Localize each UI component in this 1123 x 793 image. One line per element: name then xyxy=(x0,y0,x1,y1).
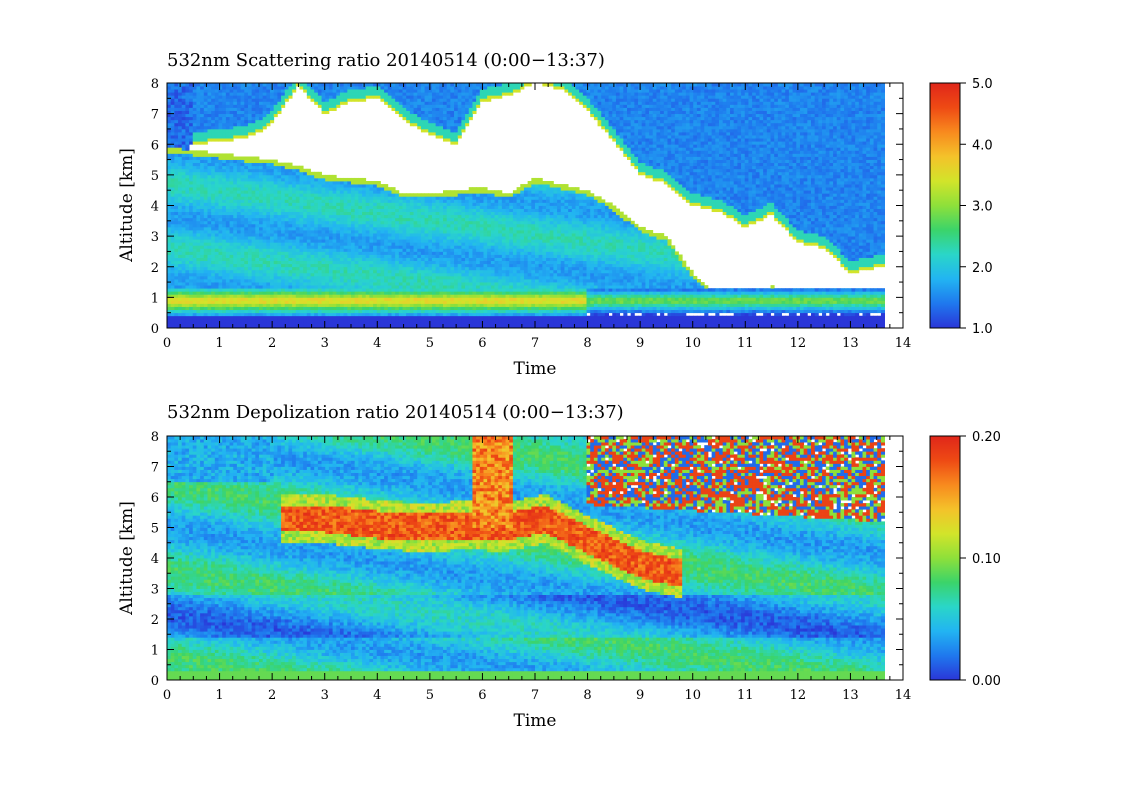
figure: 532nm Scattering ratio 20140514 (0:00−13… xyxy=(0,0,1123,793)
y-tick-label: 3 xyxy=(151,583,159,598)
x-tick-label: 4 xyxy=(373,688,381,703)
y-tick-label: 6 xyxy=(151,138,159,153)
y-tick-label: 8 xyxy=(151,430,159,445)
colorbar-scattering-ticks: 1.0 2.0 3.0 4.0 5.0 xyxy=(960,77,993,337)
x-tick-label: 14 xyxy=(895,688,912,703)
x-tick-label: 11 xyxy=(737,336,754,351)
x-tick-label: 11 xyxy=(737,688,754,703)
x-tick-label: 13 xyxy=(842,688,859,703)
colorbar-depolarization: 0.00 0.10 0.20 xyxy=(930,430,1001,689)
colorbar-tick-label: 5.0 xyxy=(972,77,993,92)
y-axis-label-depolarization: Altitude [km] xyxy=(117,501,137,616)
x-tick-label: 2 xyxy=(268,336,276,351)
x-tick-label: 5 xyxy=(426,688,434,703)
y-tick-label: 3 xyxy=(151,230,159,245)
colorbar-tick-label: 1.0 xyxy=(972,322,993,337)
y-tick-label: 5 xyxy=(151,169,159,184)
x-tick-label: 4 xyxy=(373,336,381,351)
chart-title-scattering: 532nm Scattering ratio 20140514 (0:00−13… xyxy=(167,50,605,71)
colorbar-tick-label: 0.10 xyxy=(972,552,1001,567)
x-axis-label-depolarization: Time xyxy=(514,711,557,731)
y-tick-label: 5 xyxy=(151,522,159,537)
y-tick-label: 7 xyxy=(151,108,159,123)
x-tick-label: 0 xyxy=(163,688,171,703)
x-tick-label: 9 xyxy=(636,688,644,703)
colorbar-tick-label: 2.0 xyxy=(972,261,993,276)
x-tick-label: 2 xyxy=(268,688,276,703)
colorbar-depolarization-ticks: 0.00 0.10 0.20 xyxy=(960,430,1001,689)
y-tick-label: 0 xyxy=(151,674,159,689)
y-axis-label-scattering: Altitude [km] xyxy=(117,148,137,263)
heatmap-depolarization xyxy=(167,436,885,680)
colorbar-depolarization-bar xyxy=(930,436,960,680)
y-tick-label: 4 xyxy=(151,552,159,567)
x-tick-label: 5 xyxy=(426,336,434,351)
colorbar-scattering-bar xyxy=(930,83,960,328)
y-tick-label: 8 xyxy=(151,77,159,92)
x-tick-label: 7 xyxy=(531,688,539,703)
panel-scattering: 532nm Scattering ratio 20140514 (0:00−13… xyxy=(117,50,993,379)
x-tick-label: 0 xyxy=(163,336,171,351)
colorbar-tick-label: 0.20 xyxy=(972,430,1001,445)
colorbar-scattering: 1.0 2.0 3.0 4.0 5.0 xyxy=(930,77,993,337)
x-tick-label: 13 xyxy=(842,336,859,351)
x-tick-label: 10 xyxy=(684,688,701,703)
x-tick-label: 12 xyxy=(790,688,807,703)
y-tick-label: 1 xyxy=(151,291,159,306)
colorbar-tick-label: 0.00 xyxy=(972,674,1001,689)
x-tick-label: 12 xyxy=(790,336,807,351)
y-tick-label: 0 xyxy=(151,322,159,337)
x-axis-label-scattering: Time xyxy=(514,359,557,379)
x-tick-label: 8 xyxy=(583,336,591,351)
x-tick-label: 6 xyxy=(478,336,486,351)
colorbar-tick-label: 4.0 xyxy=(972,138,993,153)
y-tick-label: 6 xyxy=(151,491,159,506)
y-tick-label: 1 xyxy=(151,644,159,659)
x-tick-label: 1 xyxy=(215,336,223,351)
chart-title-depolarization: 532nm Depolization ratio 20140514 (0:00−… xyxy=(167,402,624,423)
x-tick-label: 9 xyxy=(636,336,644,351)
y-tick-label: 2 xyxy=(151,261,159,276)
panel-depolarization: 532nm Depolization ratio 20140514 (0:00−… xyxy=(117,402,1001,731)
x-tick-label: 8 xyxy=(583,688,591,703)
x-tick-label: 6 xyxy=(478,688,486,703)
x-tick-label: 10 xyxy=(684,336,701,351)
x-tick-label: 14 xyxy=(895,336,912,351)
colorbar-tick-label: 3.0 xyxy=(972,200,993,215)
x-tick-label: 3 xyxy=(321,336,329,351)
x-tick-label: 7 xyxy=(531,336,539,351)
x-tick-label: 3 xyxy=(321,688,329,703)
y-tick-label: 4 xyxy=(151,200,159,215)
y-tick-label: 7 xyxy=(151,461,159,476)
y-tick-label: 2 xyxy=(151,613,159,628)
x-tick-label: 1 xyxy=(215,688,223,703)
